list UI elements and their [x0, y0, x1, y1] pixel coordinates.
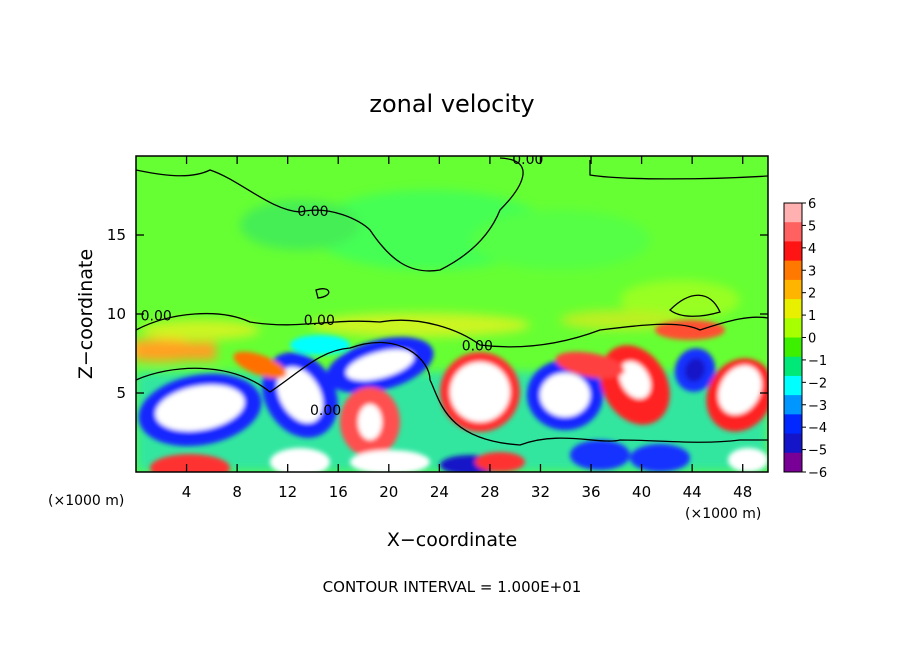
x-unit-left: (×1000 m)	[48, 493, 124, 509]
colorbar-swatch	[784, 375, 802, 396]
colorbar-swatch	[784, 241, 802, 262]
colorbar-swatch	[784, 356, 802, 377]
field-cell	[728, 448, 768, 472]
colorbar-swatch	[784, 433, 802, 454]
field-cell	[350, 450, 430, 472]
field-cell	[277, 367, 323, 423]
colorbar-swatch	[784, 414, 802, 435]
contour-line	[315, 288, 330, 299]
field-blob	[240, 200, 360, 250]
colorbar-tick-label: −4	[808, 421, 827, 436]
y-axis-label: Z−coordinate	[75, 249, 97, 379]
field-cell	[270, 448, 330, 472]
contour-label: 0.00	[141, 308, 172, 324]
colorbar-tick-label: −1	[808, 354, 827, 369]
chart-title: zonal velocity	[369, 90, 534, 118]
x-tick-label: 16	[329, 483, 348, 501]
field-blob	[470, 210, 650, 270]
x-tick-label: 40	[632, 483, 651, 501]
field-cell	[358, 404, 382, 440]
colorbar-tick-label: 2	[808, 287, 816, 302]
colorbar-tick-label: 6	[808, 197, 816, 212]
x-tick-label: 36	[581, 483, 600, 501]
colorbar-tick-label: 4	[808, 242, 816, 257]
velocity-field: 0.00 0.00 0.00 0.00 0.00 0.00	[136, 152, 768, 472]
field-cell	[540, 373, 590, 417]
field-blob	[136, 342, 216, 360]
contour-label: 0.00	[310, 403, 341, 419]
x-tick-label: 4	[182, 483, 192, 501]
colorbar-tick-label: 0	[808, 332, 816, 347]
field-cell	[619, 361, 651, 399]
field-blob	[310, 313, 530, 337]
field-cell	[155, 384, 245, 432]
colorbar-swatch	[784, 279, 802, 300]
x-tick-label: 20	[379, 483, 398, 501]
field-cell	[346, 349, 414, 381]
colorbar-tick-label: −6	[808, 466, 827, 481]
x-tick-label: 44	[683, 483, 702, 501]
field-cells	[138, 320, 768, 472]
colorbar-tick-label: 5	[808, 219, 816, 234]
field-cell	[570, 440, 630, 470]
colorbar-swatch	[784, 222, 802, 242]
field-cell	[655, 320, 725, 340]
field-cell	[718, 365, 762, 415]
field-cell	[684, 358, 706, 382]
y-axis: 5 10 15	[107, 226, 768, 402]
colorbar-swatch	[784, 452, 802, 473]
colorbar-tick-label: 3	[808, 264, 816, 279]
colorbar-swatch	[784, 395, 802, 415]
contour-lines	[136, 157, 768, 446]
x-tick-label: 48	[733, 483, 752, 501]
contour-label: 0.00	[512, 152, 543, 168]
field-cell	[475, 452, 525, 472]
field-blob	[140, 320, 260, 340]
field-cell	[555, 351, 625, 379]
contour-label: 0.00	[304, 313, 335, 329]
x-unit-right: (×1000 m)	[685, 506, 761, 522]
colorbar-tick-label: 1	[808, 309, 816, 324]
colorbar-tick-label: −3	[808, 399, 827, 414]
x-tick-label: 24	[430, 483, 449, 501]
x-tick-label: 32	[531, 483, 550, 501]
colorbar-swatch	[784, 318, 802, 338]
field-blob	[620, 280, 740, 320]
x-axis-label: X−coordinate	[387, 529, 517, 551]
colorbar-swatch	[784, 299, 802, 319]
field-cell	[233, 351, 287, 379]
colorbar-swatch	[784, 337, 802, 358]
field-cell	[450, 362, 510, 422]
x-tick-label: 12	[278, 483, 297, 501]
field-cell	[630, 444, 690, 472]
contour-line	[669, 294, 721, 317]
y-tick-label: 5	[116, 384, 126, 402]
contour-interval: CONTOUR INTERVAL = 1.000E+01	[323, 578, 582, 596]
y-tick-label: 15	[107, 226, 126, 244]
colorbar-swatch	[784, 203, 802, 223]
colorbar-tick-label: −5	[808, 444, 827, 459]
contour-line	[136, 312, 768, 348]
x-tick-label: 8	[232, 483, 242, 501]
contour-line	[589, 160, 768, 180]
contour-line	[136, 341, 768, 446]
colorbar: 6 5 4 3 2 1 0 −1 −2 −3 −4 −5 −6	[783, 197, 827, 481]
y-tick-label: 10	[107, 305, 126, 323]
colorbar-tick-label: −2	[808, 376, 827, 391]
x-tick-label: 28	[480, 483, 499, 501]
colorbar-swatch	[784, 260, 802, 281]
field-cell	[290, 335, 350, 355]
contour-label: 0.00	[462, 338, 493, 354]
contour-label: 0.00	[297, 204, 328, 220]
x-axis: 4 8 12 16 20 24 28 32 36 40 44 48	[182, 156, 752, 501]
contour-line	[136, 157, 524, 272]
field-cell	[150, 454, 230, 472]
